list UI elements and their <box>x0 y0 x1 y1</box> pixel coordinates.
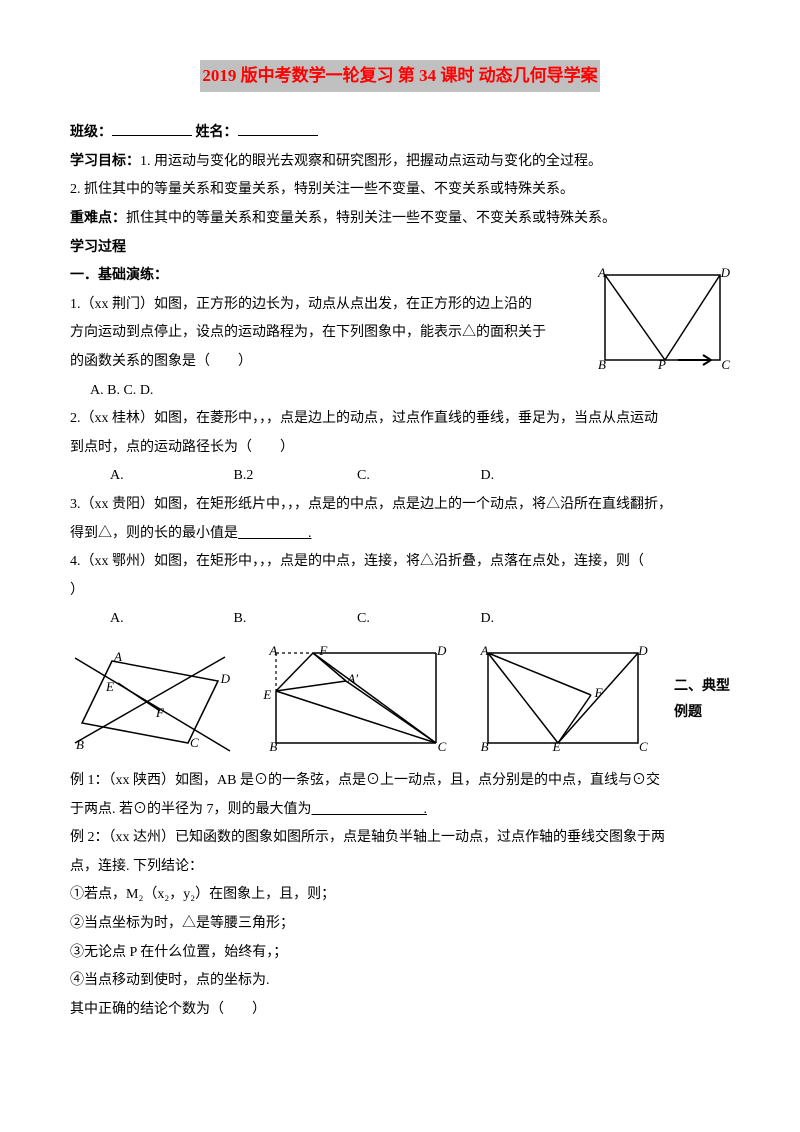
r2-C: C <box>639 735 648 760</box>
q3-line2: 得到△，则的长的最小值是 . <box>70 521 730 548</box>
r2-A: A <box>481 639 489 664</box>
section-2-label: 二、典型 例题 <box>674 674 730 727</box>
r1-D: D <box>437 639 446 664</box>
q4-line1: 4.（xx 鄂州）如图，在矩形中，，，点是的中点，连接，将△沿折叠，点落在点处，… <box>70 549 730 576</box>
label-D: D <box>721 261 730 286</box>
figure-rect1: A F D E A′ B C <box>261 643 446 758</box>
name-blank <box>238 120 318 136</box>
r1-B: B <box>269 735 277 760</box>
q2-opt-a: A. <box>110 463 230 490</box>
q2-opt-d: D. <box>481 463 601 490</box>
goal-line-1: 学习目标：1. 用运动与变化的眼光去观察和研究图形，把握动点运动与变化的全过程。 <box>70 149 730 176</box>
r-A: A <box>114 645 122 670</box>
label-B: B <box>598 353 606 378</box>
q2-line1: 2.（xx 桂林）如图，在菱形中，，，点是边上的动点，过点作直线的垂线，垂足为，… <box>70 406 730 433</box>
process-label: 学习过程 <box>70 235 730 262</box>
q2-line2: 到点时，点的运动路径长为（ ） <box>70 435 730 462</box>
r2-B: B <box>481 735 489 760</box>
page-title: 2019 版中考数学一轮复习 第 34 课时 动态几何导学案 <box>200 60 599 92</box>
q3-line1: 3.（xx 贵阳）如图，在矩形纸片中，，，点是的中点，点是边上的一个动点，将△沿… <box>70 492 730 519</box>
r-B: B <box>76 733 84 758</box>
q1-options: A. B. C. D. <box>70 378 730 405</box>
r1-E: E <box>263 683 271 708</box>
q1-opt-c: C. <box>123 383 136 398</box>
q1-opt-b: B. <box>107 383 120 398</box>
r2-D: D <box>638 639 647 664</box>
r-F: F <box>156 701 164 726</box>
ex2-item4: ④当点移动到使时，点的坐标为. <box>70 968 730 995</box>
goal-line-2: 2. 抓住其中的等量关系和变量关系，特别关注一些不变量、不变关系或特殊关系。 <box>70 177 730 204</box>
ex1-blank: . <box>312 802 428 817</box>
r-D: D <box>221 667 230 692</box>
q1-opt-a: A. <box>90 383 104 398</box>
name-label: 姓名： <box>196 125 238 140</box>
ex1-text2: 于两点. 若⊙的半径为 7，则的最大值为 <box>70 802 312 817</box>
q2-opt-c: C. <box>357 463 477 490</box>
ex1-line1: 例 1：（xx 陕西）如图，AB 是⊙的一条弦，点是⊙上一动点，且，点分别是的中… <box>70 768 730 795</box>
r1-F: F <box>319 639 327 664</box>
label-A: A <box>598 261 606 286</box>
q2-options: A. B.2 C. D. <box>70 463 730 490</box>
difficulty-label: 重难点： <box>70 211 126 226</box>
q4-opt-a: A. <box>110 606 230 633</box>
label-P: P <box>658 353 666 378</box>
q3-text2: 得到△，则的长的最小值是 <box>70 526 238 541</box>
ex2-item2: ②当点坐标为时，△是等腰三角形； <box>70 911 730 938</box>
section2-line2: 例题 <box>674 700 730 727</box>
r1-Ap: A′ <box>347 667 358 692</box>
figure-row: A D B C E F A F D E A′ B C <box>70 643 730 758</box>
goal-label: 学习目标： <box>70 154 140 169</box>
class-label: 班级： <box>70 125 112 140</box>
ex2-item3: ③无论点 P 在什么位置，始终有，； <box>70 940 730 967</box>
q4-opt-c: C. <box>357 606 477 633</box>
q4-options: A. B. C. D. <box>70 606 730 633</box>
r1-A: A <box>269 639 277 664</box>
q2-opt-b: B.2 <box>234 463 354 490</box>
student-info: 班级： 姓名： <box>70 120 730 147</box>
goal-text-1: 1. 用运动与变化的眼光去观察和研究图形，把握动点运动与变化的全过程。 <box>140 154 602 169</box>
section2-line1: 二、典型 <box>674 674 730 701</box>
label-C: C <box>721 353 730 378</box>
q4-line2: ） <box>70 578 730 605</box>
ex2-line3: 其中正确的结论个数为（ ） <box>70 997 730 1024</box>
r2-F: F <box>595 681 603 706</box>
ex2-line2: 点，连接. 下列结论： <box>70 854 730 881</box>
r2-E: E <box>553 735 561 760</box>
q4-opt-d: D. <box>481 606 601 633</box>
ex2-item1: ①若点，M₂（x₂，y₂）在图象上，且，则； <box>70 882 730 909</box>
rhombus-svg <box>70 643 235 758</box>
rect1-svg <box>261 643 446 758</box>
difficulty-line: 重难点：抓住其中的等量关系和变量关系，特别关注一些不变量、不变关系或特殊关系。 <box>70 206 730 233</box>
r1-C: C <box>438 735 447 760</box>
ex2-line1: 例 2：（xx 达州）已知函数的图象如图所示，点是轴负半轴上一动点，过点作轴的垂… <box>70 825 730 852</box>
difficulty-text: 抓住其中的等量关系和变量关系，特别关注一些不变量、不变关系或特殊关系。 <box>126 211 616 226</box>
class-blank <box>112 120 192 136</box>
figure-rhombus: A D B C E F <box>70 643 235 758</box>
q1-opt-d: D. <box>140 383 154 398</box>
figure-square: A D B C P <box>590 263 730 373</box>
ex1-line2: 于两点. 若⊙的半径为 7，则的最大值为 . <box>70 797 730 824</box>
r-C: C <box>190 731 199 756</box>
q4-opt-b: B. <box>234 606 354 633</box>
r-E: E <box>106 675 114 700</box>
figure-rect2: A D B E C F <box>473 643 648 758</box>
q3-blank: . <box>238 526 312 541</box>
